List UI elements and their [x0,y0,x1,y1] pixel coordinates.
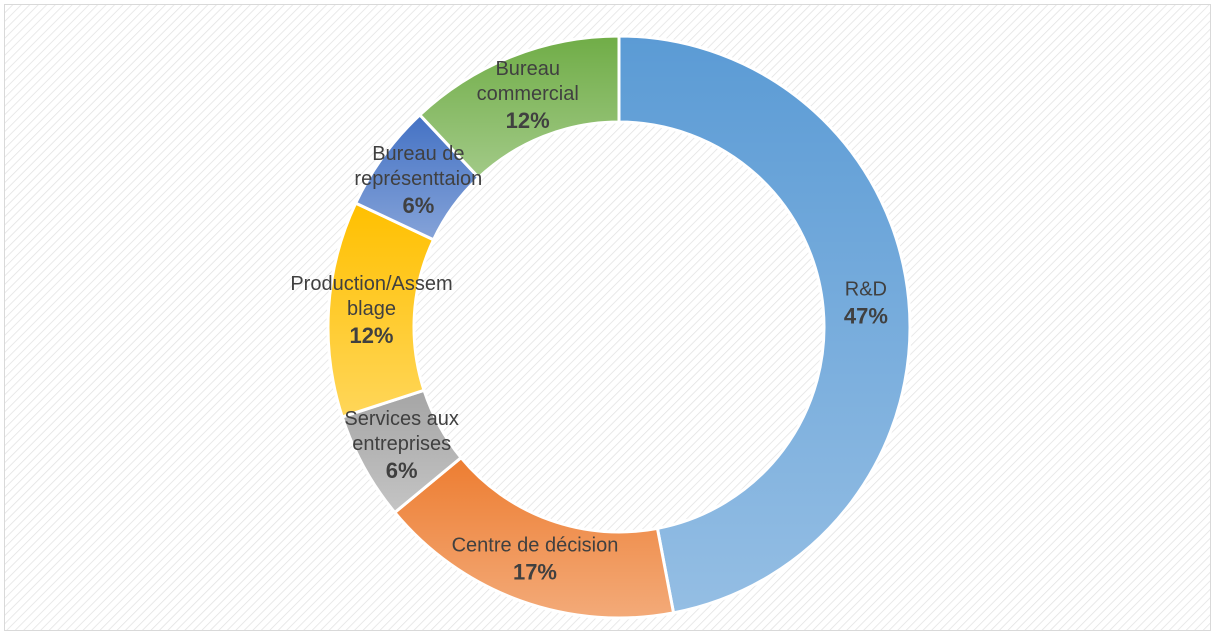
category-label: Services aux entreprises [344,408,459,456]
segment-shading [419,36,619,178]
data-label: Centre de décision 17% [450,534,620,587]
category-label: R&D [844,278,887,301]
value-label: 47% [843,303,888,329]
data-label: Bureau commercial 12% [443,57,613,135]
segment-shading [394,457,674,618]
value-label: 6% [402,193,435,219]
data-label: Production/Assemblage 12% [286,272,456,350]
data-label: Bureau de représenttaion 6% [333,142,503,220]
category-label: Bureau commercial [476,58,579,106]
value-label: 17% [512,559,557,585]
segment-shading [619,36,910,613]
category-label: Production/Assemblage [290,273,453,321]
value-label: 12% [349,323,394,349]
segment-shading [328,203,434,417]
data-label: R&D 47% [781,277,951,330]
data-label: Services aux entreprises 6% [317,407,487,485]
value-label: 12% [505,108,550,134]
category-label: Centre de décision [451,534,619,557]
category-label: Bureau de représenttaion [354,143,483,191]
value-label: 6% [385,458,418,484]
segment-shading [342,390,462,513]
